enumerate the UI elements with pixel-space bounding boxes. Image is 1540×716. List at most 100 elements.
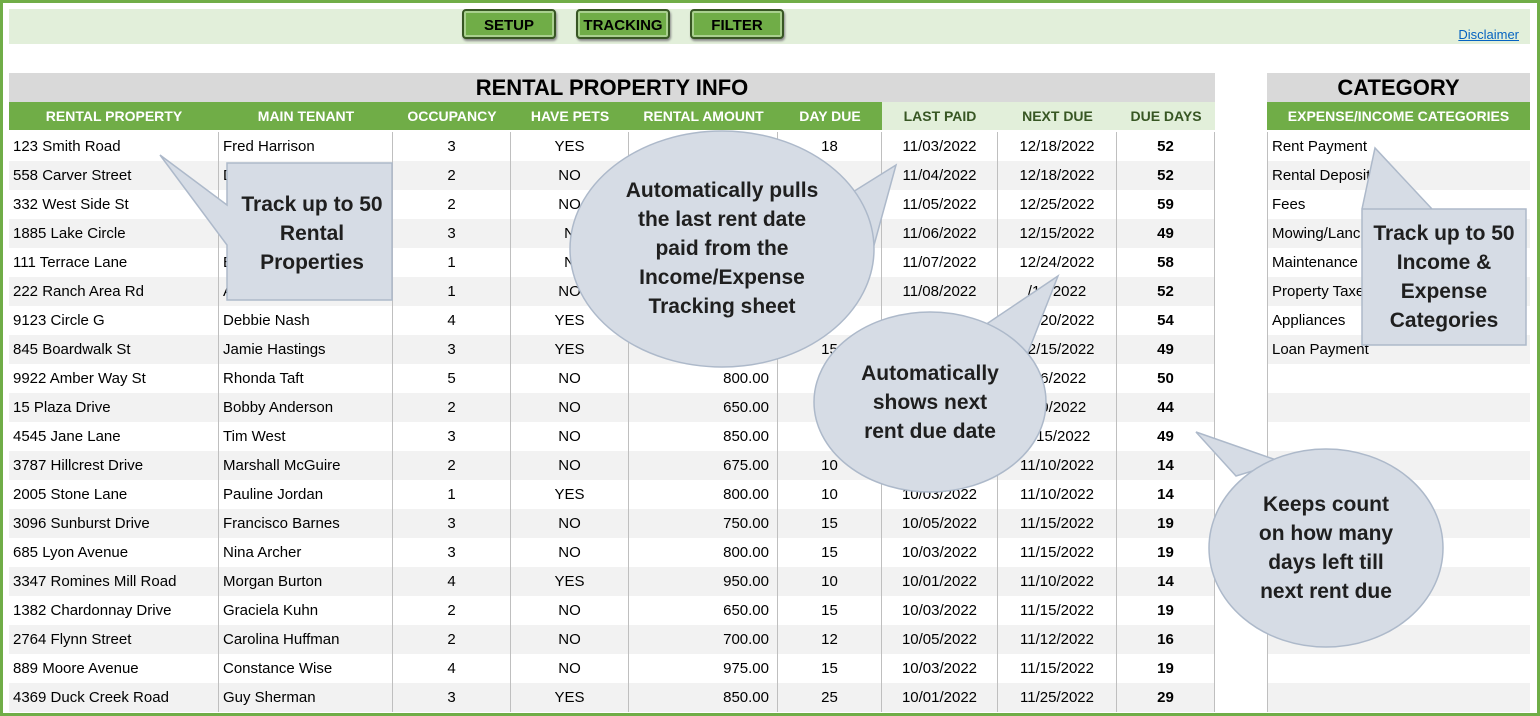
cell-due-days[interactable]: 50 xyxy=(1117,364,1215,393)
cell-main-tenant[interactable]: Carolina Huffman xyxy=(219,625,393,654)
cell-next-due[interactable]: 11/10/2022 xyxy=(998,567,1117,596)
cell-next-due[interactable]: 12/24/2022 xyxy=(998,248,1117,277)
cell-due-days[interactable]: 52 xyxy=(1117,132,1215,161)
cell-occupancy[interactable]: 5 xyxy=(393,364,511,393)
cell-have-pets[interactable]: NO xyxy=(511,538,629,567)
cell-last-paid[interactable] xyxy=(882,306,998,335)
col-header-rental-amount[interactable]: RENTAL AMOUNT xyxy=(629,102,778,130)
cell-rental-property[interactable]: 1382 Chardonnay Drive xyxy=(9,596,219,625)
col-header-have-pets[interactable]: HAVE PETS xyxy=(511,102,629,130)
category-item[interactable]: Rental Deposit xyxy=(1267,161,1530,190)
cell-main-tenant[interactable]: Constance Wise xyxy=(219,654,393,683)
category-item[interactable] xyxy=(1267,422,1530,451)
cell-rental-property[interactable]: 4369 Duck Creek Road xyxy=(9,683,219,712)
cell-main-tenant[interactable]: Francisco Barnes xyxy=(219,509,393,538)
cell-next-due[interactable]: 12/20/2022 xyxy=(998,306,1117,335)
cell-have-pets[interactable]: NO xyxy=(511,393,629,422)
category-item[interactable] xyxy=(1267,654,1530,683)
cell-rental-property[interactable]: 845 Boardwalk St xyxy=(9,335,219,364)
cell-main-tenant[interactable]: A xyxy=(219,277,393,306)
cell-occupancy[interactable]: 2 xyxy=(393,393,511,422)
cell-rental-amount[interactable]: 800.00 xyxy=(629,538,778,567)
cell-have-pets[interactable]: YES xyxy=(511,132,629,161)
cell-last-paid[interactable]: 10/03/2022 xyxy=(882,480,998,509)
cell-have-pets[interactable]: NO xyxy=(511,509,629,538)
cell-rental-property[interactable]: 4545 Jane Lane xyxy=(9,422,219,451)
cell-main-tenant[interactable]: Rhonda Taft xyxy=(219,364,393,393)
cell-next-due[interactable]: 11/15/2022 xyxy=(998,596,1117,625)
disclaimer-link[interactable]: Disclaimer xyxy=(1458,27,1519,42)
cell-occupancy[interactable]: 3 xyxy=(393,509,511,538)
cell-rental-amount[interactable]: 950.00 xyxy=(629,567,778,596)
category-item[interactable]: Rent Payment xyxy=(1267,132,1530,161)
col-header-occupancy[interactable]: OCCUPANCY xyxy=(393,102,511,130)
cell-have-pets[interactable]: YES xyxy=(511,567,629,596)
cell-main-tenant[interactable]: Graciela Kuhn xyxy=(219,596,393,625)
category-item[interactable] xyxy=(1267,393,1530,422)
cell-main-tenant[interactable]: Guy Sherman xyxy=(219,683,393,712)
cell-next-due[interactable]: 11/10/2022 xyxy=(998,480,1117,509)
cell-main-tenant[interactable]: Nina Archer xyxy=(219,538,393,567)
cell-due-days[interactable]: 19 xyxy=(1117,654,1215,683)
cell-last-paid[interactable]: 11/05/2022 xyxy=(882,190,998,219)
cell-day-due[interactable]: 15 xyxy=(778,654,882,683)
cell-rental-amount[interactable]: 700.00 xyxy=(629,625,778,654)
cell-main-tenant[interactable]: Morgan Burton xyxy=(219,567,393,596)
category-item[interactable] xyxy=(1267,364,1530,393)
cell-occupancy[interactable]: 2 xyxy=(393,625,511,654)
cell-day-due[interactable]: 10 xyxy=(778,567,882,596)
cell-due-days[interactable]: 52 xyxy=(1117,277,1215,306)
cell-main-tenant[interactable]: Bobby Anderson xyxy=(219,393,393,422)
cell-rental-amount[interactable]: 850.00 xyxy=(629,422,778,451)
cell-rental-property[interactable]: 123 Smith Road xyxy=(9,132,219,161)
cell-main-tenant[interactable]: Fred Harrison xyxy=(219,132,393,161)
cell-due-days[interactable]: 54 xyxy=(1117,306,1215,335)
cell-day-due[interactable]: 12 xyxy=(778,625,882,654)
cell-rental-property[interactable]: 222 Ranch Area Rd xyxy=(9,277,219,306)
cell-due-days[interactable]: 49 xyxy=(1117,335,1215,364)
cell-last-paid[interactable]: 11/07/2022 xyxy=(882,248,998,277)
cell-day-due[interactable]: 15 xyxy=(778,596,882,625)
cell-occupancy[interactable]: 2 xyxy=(393,451,511,480)
cell-rental-property[interactable]: 3096 Sunburst Drive xyxy=(9,509,219,538)
cell-next-due[interactable]: 12/15/2022 xyxy=(998,219,1117,248)
cell-next-due[interactable]: 11/15/2022 xyxy=(998,509,1117,538)
cell-rental-amount[interactable]: 650.00 xyxy=(629,596,778,625)
col-header-day-due[interactable]: DAY DUE xyxy=(778,102,882,130)
cell-last-paid[interactable]: 10/05/2022 xyxy=(882,625,998,654)
cell-due-days[interactable]: 14 xyxy=(1117,451,1215,480)
cell-occupancy[interactable]: 3 xyxy=(393,219,511,248)
cell-due-days[interactable]: 49 xyxy=(1117,219,1215,248)
cell-main-tenant[interactable]: Jamie Hastings xyxy=(219,335,393,364)
cell-next-due[interactable]: 12/18/2022 xyxy=(998,132,1117,161)
category-item[interactable]: Fees xyxy=(1267,190,1530,219)
cell-last-paid[interactable]: 10/01/2022 xyxy=(882,567,998,596)
cell-have-pets[interactable]: NO xyxy=(511,451,629,480)
cell-due-days[interactable]: 44 xyxy=(1117,393,1215,422)
col-header-next-due[interactable]: NEXT DUE xyxy=(998,102,1117,130)
cell-day-due[interactable] xyxy=(778,277,882,306)
cell-last-paid[interactable]: 10/03/2022 xyxy=(882,654,998,683)
cell-have-pets[interactable]: NO xyxy=(511,422,629,451)
cell-next-due[interactable]: 11/12/2022 xyxy=(998,625,1117,654)
cell-due-days[interactable]: 19 xyxy=(1117,538,1215,567)
cell-rental-property[interactable]: 889 Moore Avenue xyxy=(9,654,219,683)
cell-main-tenant[interactable]: Marshall McGuire xyxy=(219,451,393,480)
cell-occupancy[interactable]: 1 xyxy=(393,480,511,509)
cell-last-paid[interactable]: 11/08/2022 xyxy=(882,277,998,306)
cell-main-tenant[interactable]: Tim West xyxy=(219,422,393,451)
setup-button[interactable]: SETUP xyxy=(462,9,556,39)
cell-due-days[interactable]: 16 xyxy=(1117,625,1215,654)
cell-rental-amount[interactable]: 800.00 xyxy=(629,364,778,393)
cell-have-pets[interactable]: NO xyxy=(511,654,629,683)
cell-next-due[interactable]: /18/2022 xyxy=(998,277,1117,306)
cell-day-due[interactable]: 18 xyxy=(778,132,882,161)
cell-rental-property[interactable]: 558 Carver Street xyxy=(9,161,219,190)
cell-rental-property[interactable]: 2005 Stone Lane xyxy=(9,480,219,509)
cell-due-days[interactable]: 49 xyxy=(1117,422,1215,451)
cell-have-pets[interactable]: NO xyxy=(511,596,629,625)
cell-day-due[interactable]: 15 xyxy=(778,538,882,567)
cell-occupancy[interactable]: 4 xyxy=(393,306,511,335)
cell-last-paid[interactable]: 11/04/2022 xyxy=(882,161,998,190)
category-item[interactable] xyxy=(1267,625,1530,654)
